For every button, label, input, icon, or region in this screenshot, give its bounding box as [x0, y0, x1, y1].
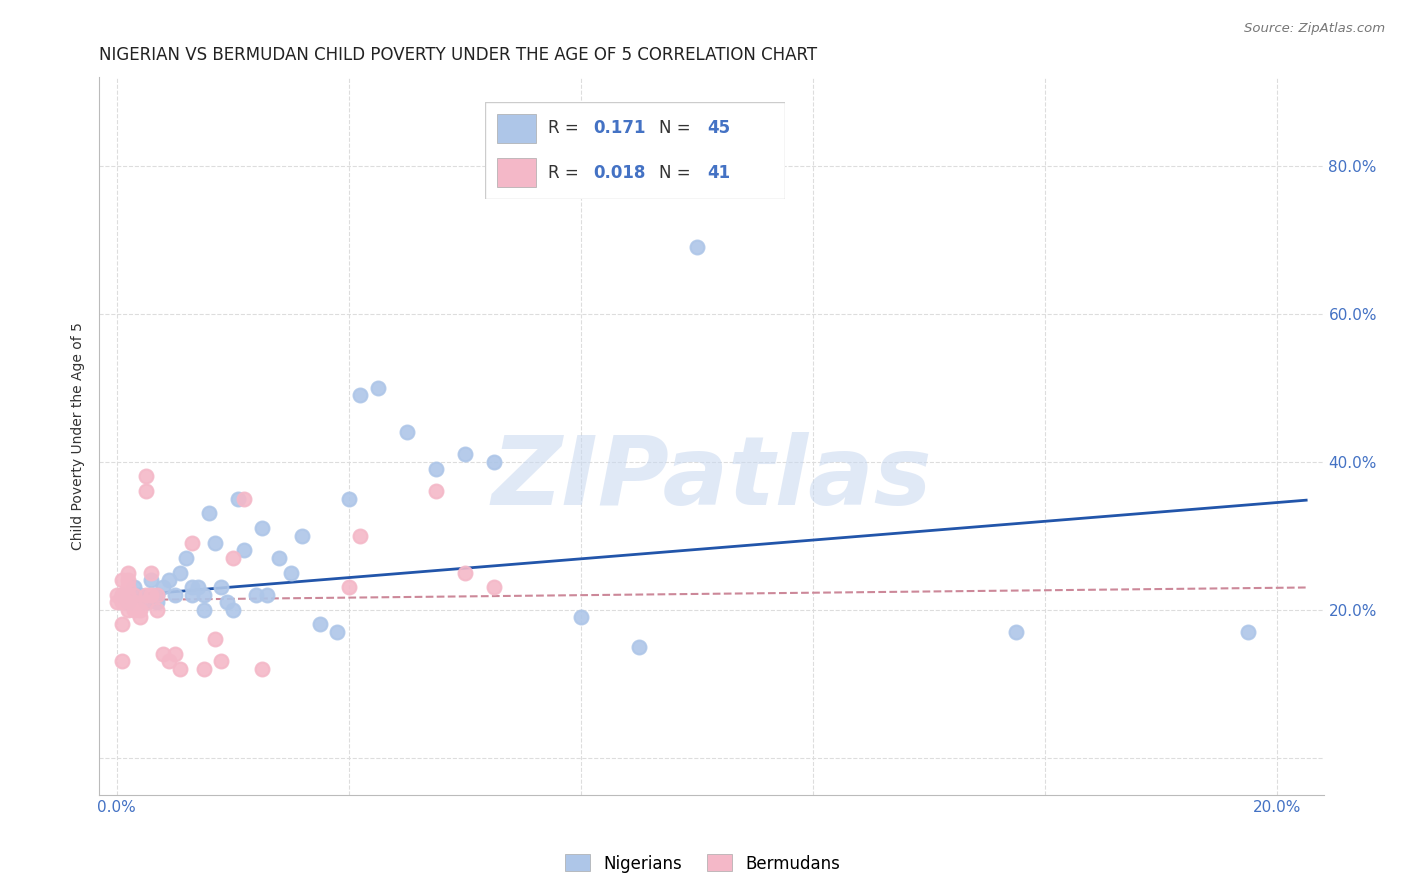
- Point: [245, 588, 267, 602]
- Point: [111, 617, 134, 632]
- Point: [326, 624, 349, 639]
- Point: [105, 595, 128, 609]
- Point: [146, 588, 169, 602]
- Point: [291, 529, 314, 543]
- Text: ZIPatlas: ZIPatlas: [491, 433, 932, 525]
- Point: [193, 588, 215, 602]
- Text: NIGERIAN VS BERMUDAN CHILD POVERTY UNDER THE AGE OF 5 CORRELATION CHART: NIGERIAN VS BERMUDAN CHILD POVERTY UNDER…: [100, 46, 817, 64]
- Point: [135, 595, 157, 609]
- Point: [122, 588, 145, 602]
- Point: [169, 662, 191, 676]
- Point: [122, 603, 145, 617]
- Point: [267, 550, 290, 565]
- Point: [425, 484, 447, 499]
- Point: [163, 588, 186, 602]
- Point: [141, 588, 163, 602]
- Point: [128, 603, 150, 617]
- Point: [349, 388, 371, 402]
- Point: [117, 566, 139, 580]
- Point: [152, 581, 174, 595]
- Point: [146, 603, 169, 617]
- Point: [187, 581, 209, 595]
- Point: [425, 462, 447, 476]
- Point: [221, 550, 243, 565]
- Point: [128, 588, 150, 602]
- Point: [1237, 624, 1260, 639]
- Point: [181, 536, 204, 550]
- Point: [256, 588, 278, 602]
- Point: [111, 588, 134, 602]
- Point: [686, 240, 709, 254]
- Point: [111, 588, 134, 602]
- Point: [117, 573, 139, 587]
- Point: [482, 581, 505, 595]
- Point: [454, 566, 477, 580]
- Point: [111, 595, 134, 609]
- Point: [454, 447, 477, 461]
- Legend: Nigerians, Bermudans: Nigerians, Bermudans: [558, 847, 848, 880]
- Point: [141, 573, 163, 587]
- Point: [169, 566, 191, 580]
- Point: [128, 610, 150, 624]
- Point: [280, 566, 302, 580]
- Point: [337, 491, 360, 506]
- Point: [193, 662, 215, 676]
- Point: [122, 595, 145, 609]
- Point: [117, 588, 139, 602]
- Point: [193, 603, 215, 617]
- Point: [308, 617, 330, 632]
- Point: [117, 581, 139, 595]
- Point: [157, 655, 180, 669]
- Point: [174, 550, 197, 565]
- Point: [204, 536, 226, 550]
- Point: [135, 588, 157, 602]
- Point: [135, 484, 157, 499]
- Point: [367, 381, 389, 395]
- Point: [569, 610, 592, 624]
- Point: [157, 573, 180, 587]
- Text: Source: ZipAtlas.com: Source: ZipAtlas.com: [1244, 22, 1385, 36]
- Point: [233, 491, 256, 506]
- Point: [146, 588, 169, 602]
- Point: [135, 469, 157, 483]
- Point: [141, 566, 163, 580]
- Point: [181, 588, 204, 602]
- Point: [111, 655, 134, 669]
- Point: [250, 662, 273, 676]
- Point: [111, 573, 134, 587]
- Point: [627, 640, 650, 654]
- Point: [146, 595, 169, 609]
- Point: [221, 603, 243, 617]
- Y-axis label: Child Poverty Under the Age of 5: Child Poverty Under the Age of 5: [72, 322, 86, 549]
- Point: [105, 588, 128, 602]
- Point: [117, 603, 139, 617]
- Point: [209, 581, 232, 595]
- Point: [215, 595, 238, 609]
- Point: [204, 632, 226, 647]
- Point: [349, 529, 371, 543]
- Point: [1005, 624, 1028, 639]
- Point: [135, 595, 157, 609]
- Point: [395, 425, 418, 439]
- Point: [250, 521, 273, 535]
- Point: [337, 581, 360, 595]
- Point: [228, 491, 250, 506]
- Point: [117, 595, 139, 609]
- Point: [198, 507, 221, 521]
- Point: [233, 543, 256, 558]
- Point: [181, 581, 204, 595]
- Point: [122, 581, 145, 595]
- Point: [163, 647, 186, 661]
- Point: [209, 655, 232, 669]
- Point: [482, 455, 505, 469]
- Point: [152, 647, 174, 661]
